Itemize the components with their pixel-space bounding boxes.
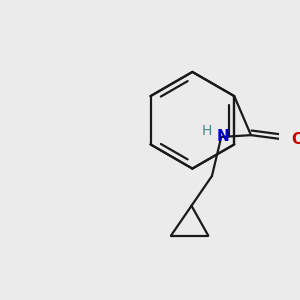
Text: N: N bbox=[217, 130, 230, 145]
Text: O: O bbox=[291, 132, 300, 147]
Text: H: H bbox=[201, 124, 212, 138]
